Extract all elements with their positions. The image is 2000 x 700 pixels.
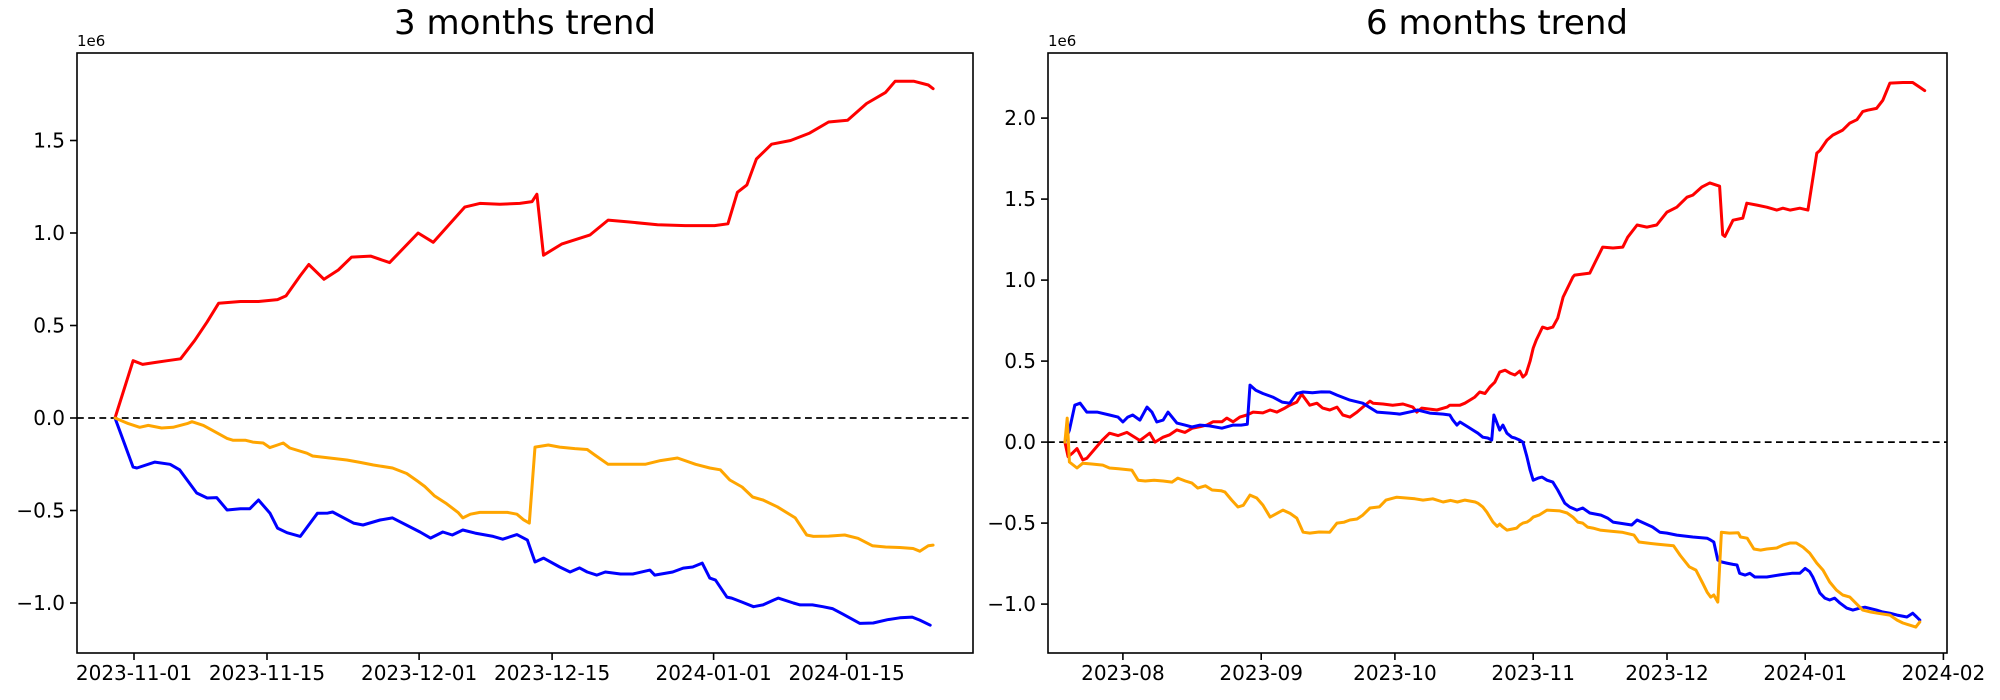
x-tick-label: 2023-11-15 (209, 661, 325, 685)
plot-border (1047, 52, 1948, 654)
y-tick-label: 0.0 (1004, 430, 1036, 454)
y-tick-label: 1.0 (1004, 268, 1036, 292)
red-line (1063, 81, 1927, 462)
x-tick-label: 2023-12-01 (361, 661, 477, 685)
y-tick-label: 1.0 (33, 221, 65, 245)
plot-border (76, 52, 974, 654)
y-tick-label: −0.5 (987, 511, 1036, 535)
y-tick-label: 1.5 (33, 129, 65, 153)
left-axis-multiplier-label: 1e6 (77, 32, 105, 50)
blue-line (113, 416, 932, 627)
x-tick-label: 2023-11 (1491, 661, 1575, 685)
y-tick-label: 0.0 (33, 406, 65, 430)
orange-line (113, 416, 935, 553)
x-tick-label: 2023-12 (1625, 661, 1709, 685)
x-tick-label: 2023-09 (1219, 661, 1303, 685)
orange-line (1063, 416, 1922, 629)
x-tick-label: 2023-12-15 (494, 661, 610, 685)
x-tick-label: 2024-01-15 (788, 661, 904, 685)
chart-3-months-trend: 2023-11-01 2023-11-15 2023-12-01 2023-12-15… (16, 52, 974, 685)
red-line (113, 79, 935, 420)
chart-6-months-trend: 2023-08 2023-09 2023-10 2023-11 2023-12 2024-… (987, 52, 1986, 685)
right-chart-title: 6 months trend (1366, 3, 1628, 43)
right-axis-multiplier-label: 1e6 (1048, 32, 1076, 50)
y-tick-label: −1.0 (987, 592, 1036, 616)
y-tick-label: −0.5 (16, 499, 65, 523)
y-tick-label: 0.5 (33, 314, 65, 338)
y-tick-label: 2.0 (1004, 106, 1036, 130)
y-tick-label: 1.5 (1004, 187, 1036, 211)
x-tick-label: 2023-10 (1353, 661, 1437, 685)
x-tick-label: 2024-01-01 (655, 661, 771, 685)
x-tick-label: 2024-02 (1902, 661, 1986, 685)
y-tick-label: −1.0 (16, 591, 65, 615)
y-tick-label: 0.5 (1004, 349, 1036, 373)
left-chart-title: 3 months trend (394, 3, 656, 43)
plots-layer: 2023-11-01 2023-11-15 2023-12-01 2023-12-15… (16, 52, 1986, 685)
x-tick-label: 2024-01 (1763, 661, 1847, 685)
x-tick-label: 2023-11-01 (76, 661, 192, 685)
blue-line (1063, 383, 1922, 622)
x-tick-label: 2023-08 (1081, 661, 1165, 685)
